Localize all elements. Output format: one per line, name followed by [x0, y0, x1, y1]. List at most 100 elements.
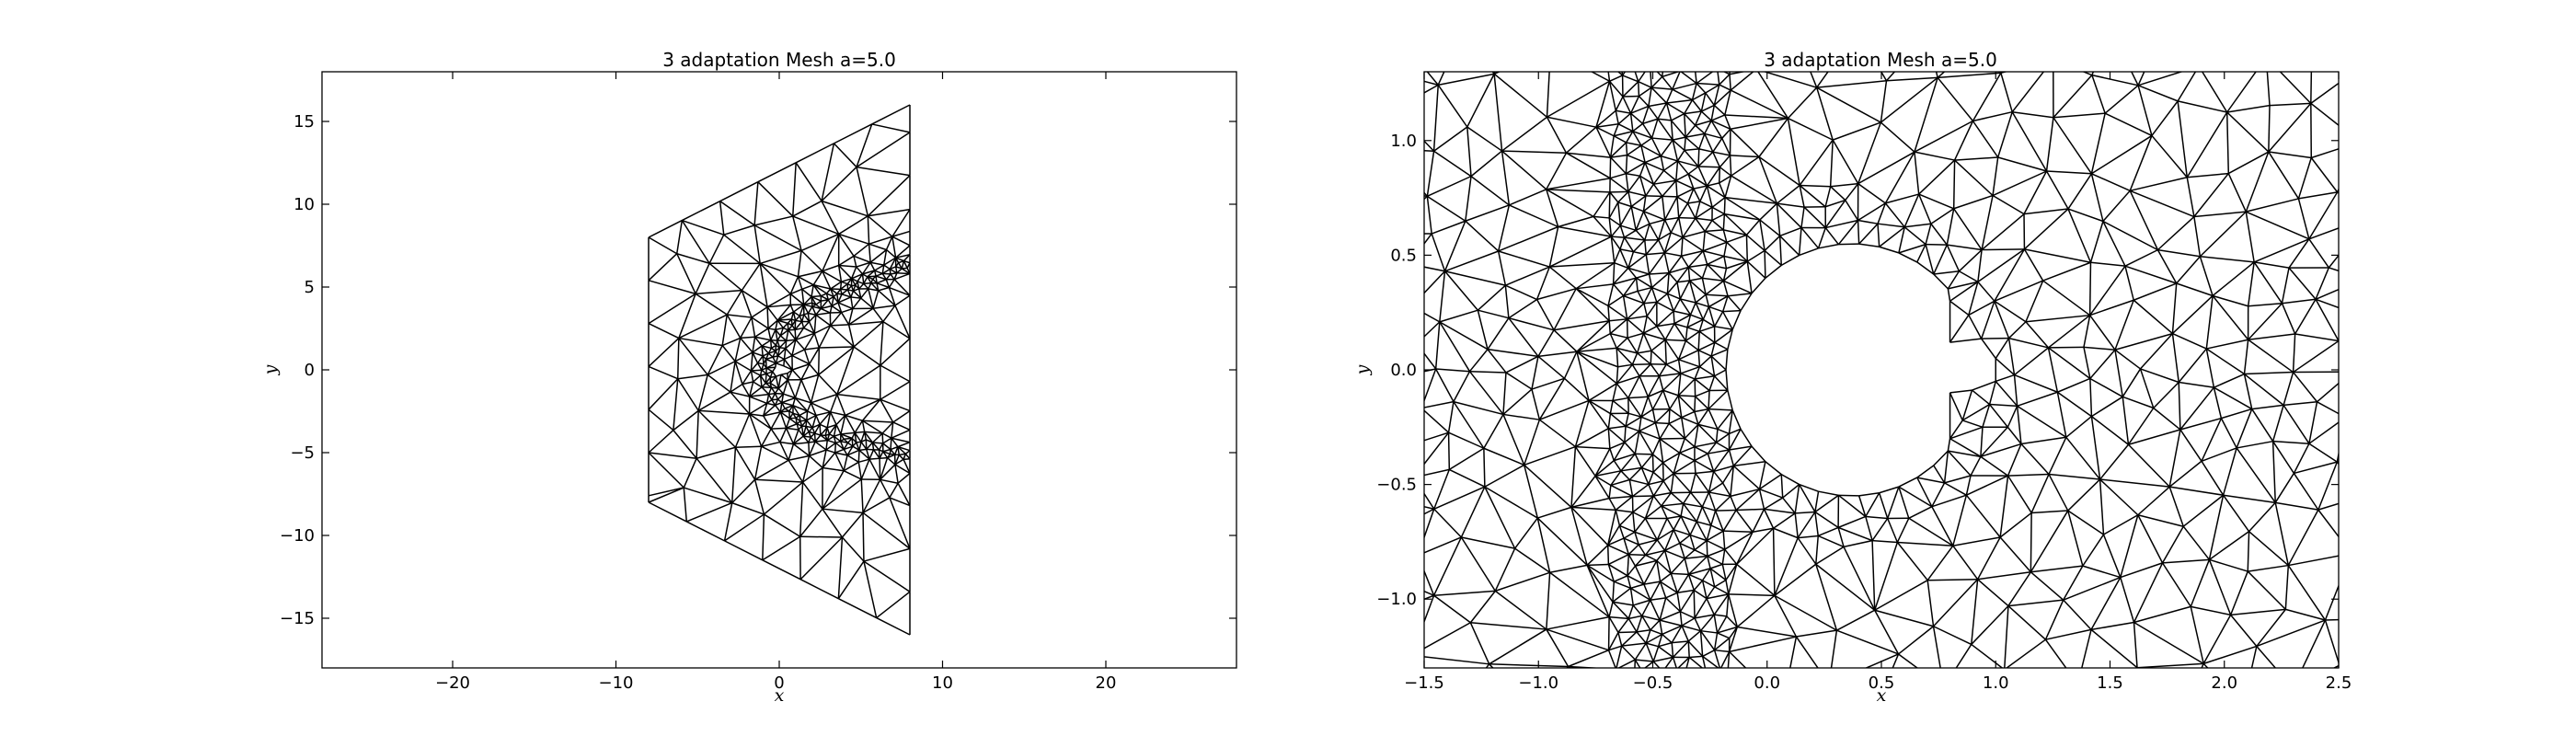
mesh-edge	[774, 393, 779, 400]
mesh-edge	[853, 256, 857, 268]
mesh-edge	[843, 470, 862, 480]
mesh-edge	[1698, 148, 1713, 153]
mesh-edge	[795, 332, 815, 340]
mesh-edge	[1637, 291, 1645, 305]
mesh-edge	[1714, 369, 1727, 377]
mesh-edge	[1723, 242, 1728, 257]
mesh-edge	[2248, 339, 2294, 374]
mesh-edge	[1513, 517, 1538, 549]
mesh-edge	[1799, 484, 1816, 512]
mesh-edge	[876, 616, 911, 636]
mesh-edge	[1669, 28, 1680, 35]
mesh-edge	[1668, 272, 1678, 283]
mesh-edge	[762, 514, 765, 560]
mesh-edge	[2275, 501, 2318, 511]
mesh-edge	[2128, 429, 2181, 445]
mesh-edge	[1639, 162, 1646, 177]
mesh-edge	[1390, 376, 1401, 412]
mesh-edge	[1704, 220, 1713, 232]
mesh-edge	[1627, 337, 1639, 354]
mesh-edge	[1502, 413, 1540, 420]
mesh-edge	[2310, 72, 2313, 104]
mesh-edge	[2024, 248, 2091, 263]
mesh-edge	[1616, 509, 1633, 513]
mesh-edge	[777, 398, 783, 404]
mesh-edge	[1708, 408, 1719, 430]
mesh-edge	[2324, 619, 2339, 665]
mesh-edge	[1658, 48, 1664, 59]
mesh-edge	[1722, 229, 1728, 243]
mesh-edge	[1587, 563, 1609, 567]
mesh-edge	[2030, 512, 2032, 572]
mesh-edge	[1546, 628, 1609, 651]
mesh-edge	[870, 282, 880, 292]
mesh-edge	[1938, 72, 2001, 79]
mesh-edge	[840, 433, 853, 440]
mesh-edge	[2091, 75, 2106, 114]
mesh-edge	[2378, 618, 2385, 662]
mesh-edge	[779, 408, 786, 413]
mesh-edge	[1536, 517, 1588, 566]
mesh-edge	[2310, 157, 2339, 193]
mesh-edge	[1662, 625, 1683, 636]
mesh-edge	[2007, 338, 2016, 375]
mesh-edge	[1634, 29, 1658, 30]
mesh-edge	[1610, 705, 1627, 707]
mesh-edge	[2317, 509, 2339, 538]
mesh-edge	[1680, 298, 1696, 304]
mesh-edge	[1989, 403, 2018, 408]
mesh-edge	[1635, 559, 1658, 567]
mesh-edge	[1409, 264, 1411, 306]
mesh-edge	[2317, 461, 2339, 511]
mesh-edge	[1642, 29, 1658, 46]
mesh-edge	[2187, 172, 2229, 178]
mesh-edge	[677, 374, 708, 380]
mesh-edge	[1680, 515, 1697, 523]
mesh-edge	[2090, 112, 2106, 174]
mesh-edge	[2153, 407, 2181, 431]
mesh-edge	[2089, 378, 2093, 417]
mesh-edge	[1379, 234, 1386, 278]
mesh-edge	[1959, 270, 1979, 283]
mesh-edge	[897, 472, 911, 484]
mesh-edge	[678, 337, 723, 347]
mesh-edge	[1570, 446, 1577, 508]
mesh-edge	[1622, 96, 1632, 114]
mesh-edge	[772, 366, 776, 373]
mesh-edge	[1718, 50, 1719, 68]
mesh-edge	[1391, 28, 1510, 32]
mesh-edge	[761, 445, 789, 461]
mesh-edge	[648, 322, 680, 339]
mesh-edge	[2308, 421, 2339, 444]
mesh-edge	[868, 208, 911, 217]
mesh-edge	[2082, 565, 2122, 579]
mesh-edge	[853, 288, 859, 292]
mesh-edge	[812, 270, 823, 286]
mesh-edge	[791, 339, 797, 356]
mesh-edge	[857, 288, 862, 299]
mesh-edge	[835, 424, 842, 435]
mesh-edge	[1612, 601, 1634, 606]
mesh-edge	[2248, 564, 2289, 572]
mesh-edge	[2014, 374, 2058, 393]
mesh-edge	[1609, 448, 1615, 461]
mesh-edge	[2285, 608, 2326, 621]
mesh-edge	[1706, 539, 1726, 550]
mesh-edge	[1752, 509, 1765, 533]
mesh-edge	[785, 348, 793, 357]
mesh-edge	[2253, 238, 2310, 263]
mesh-edge	[809, 431, 815, 434]
mesh-edge	[723, 502, 733, 542]
mesh-edge	[730, 447, 737, 503]
mesh-edge	[1925, 224, 1932, 245]
mesh-edge	[779, 347, 786, 350]
mesh-edge	[1695, 396, 1709, 410]
mesh-edge	[1607, 564, 1616, 582]
mesh-edge	[830, 312, 843, 327]
mesh-edge	[819, 346, 855, 349]
mesh-edge	[1625, 413, 1629, 427]
mesh-edge	[1702, 277, 1724, 282]
mesh-edge	[1937, 76, 1974, 121]
mesh-edge	[1609, 318, 1627, 322]
mesh-edge	[2236, 440, 2273, 449]
